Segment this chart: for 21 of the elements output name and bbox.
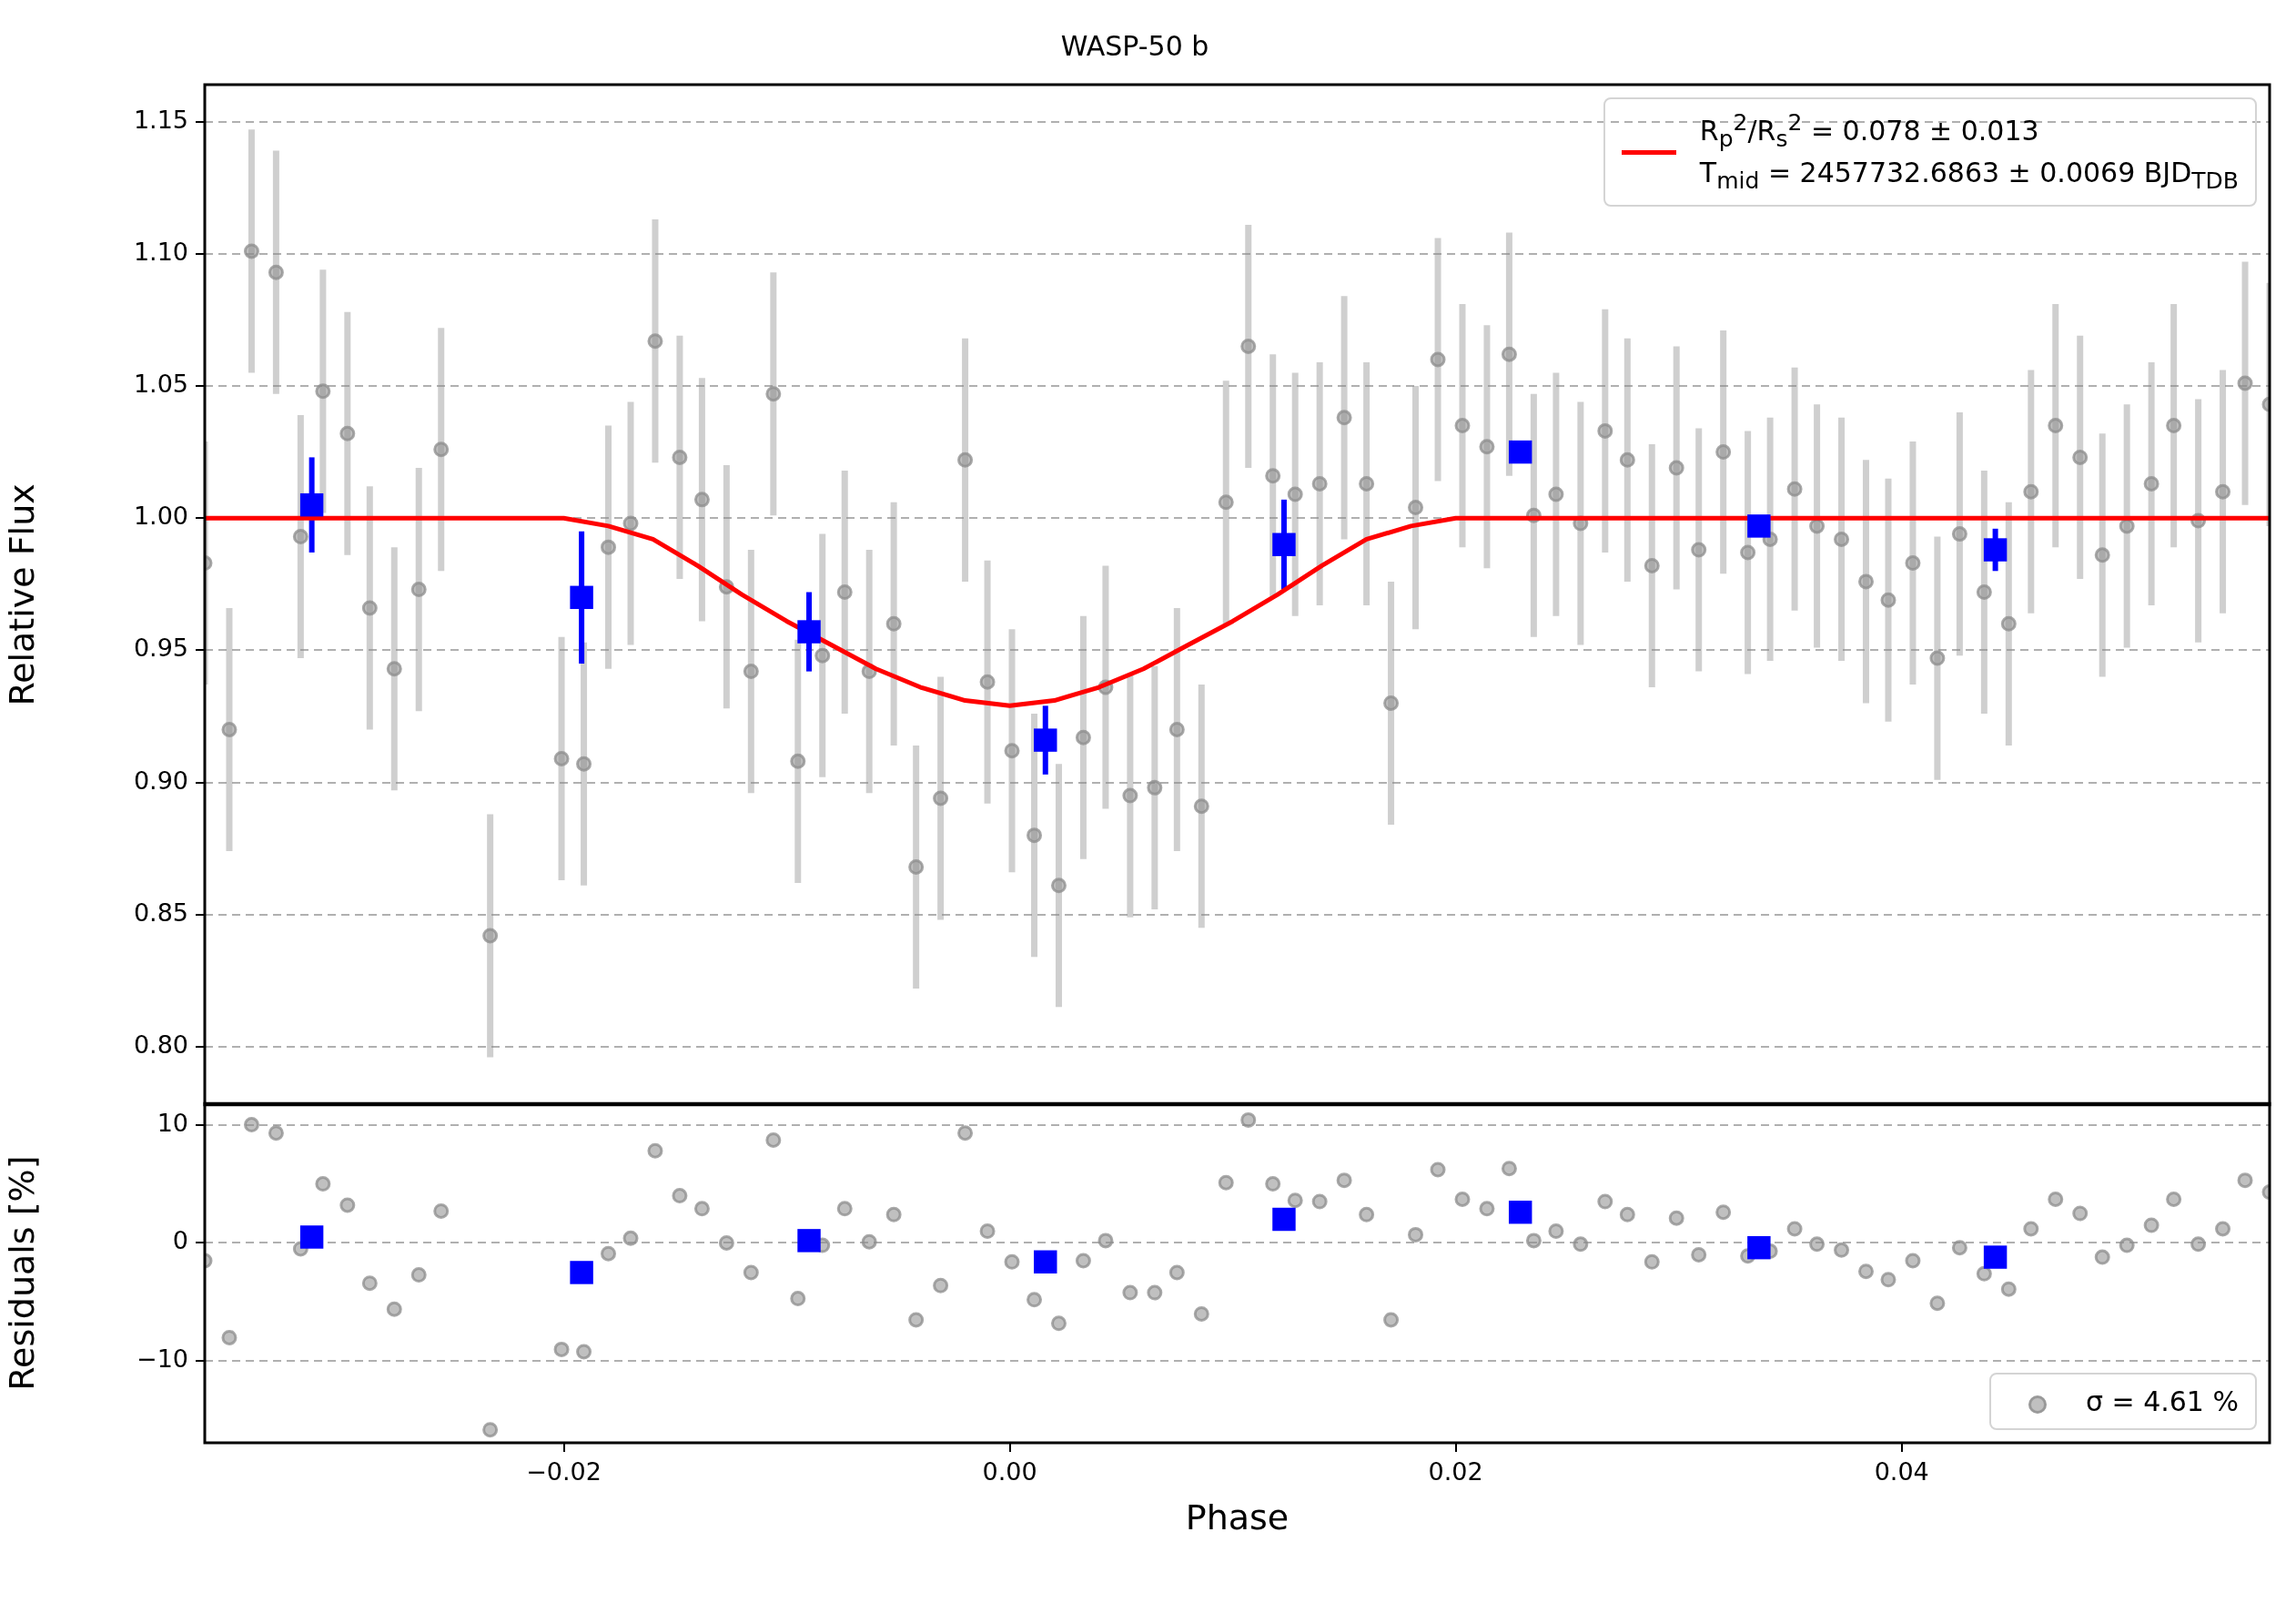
y-tick-label: 0 [172, 1226, 188, 1255]
x-axis-title: Phase [1185, 1497, 1290, 1538]
y-tick-label: 1.15 [133, 105, 188, 134]
y-tick-label: 0.90 [133, 766, 188, 795]
y-tick-label: 10 [157, 1108, 188, 1137]
chart-title: WASP-50 b [1060, 29, 1209, 62]
y-tick-label: 0.80 [133, 1030, 188, 1059]
x-tick-label: 0.04 [1874, 1457, 1929, 1486]
y-tick-label: 1.00 [133, 502, 188, 531]
y-tick-label: 0.95 [133, 634, 188, 663]
y-tick-label: −10 [137, 1344, 188, 1374]
y-axis-title: Relative Flux [1, 483, 42, 706]
legend-label: σ = 4.61 % [2085, 1385, 2239, 1419]
y-tick-label: 1.10 [133, 237, 188, 266]
y-axis-title: Residuals [%] [1, 1155, 42, 1391]
y-tick-label: 1.05 [133, 370, 188, 399]
x-tick-label: −0.02 [526, 1457, 602, 1486]
x-tick-label: 0.00 [982, 1457, 1037, 1486]
y-tick-label: 0.85 [133, 898, 188, 927]
x-tick-label: 0.02 [1428, 1457, 1483, 1486]
text: R$_{p}$$^{2}$/R$_{s}$$^{2}$ = 0.078 ± 0.013 T$_{mid}$ = 2457732.6863 ± 0.0069 BJD$_{TDB}$ [1699, 109, 2239, 194]
